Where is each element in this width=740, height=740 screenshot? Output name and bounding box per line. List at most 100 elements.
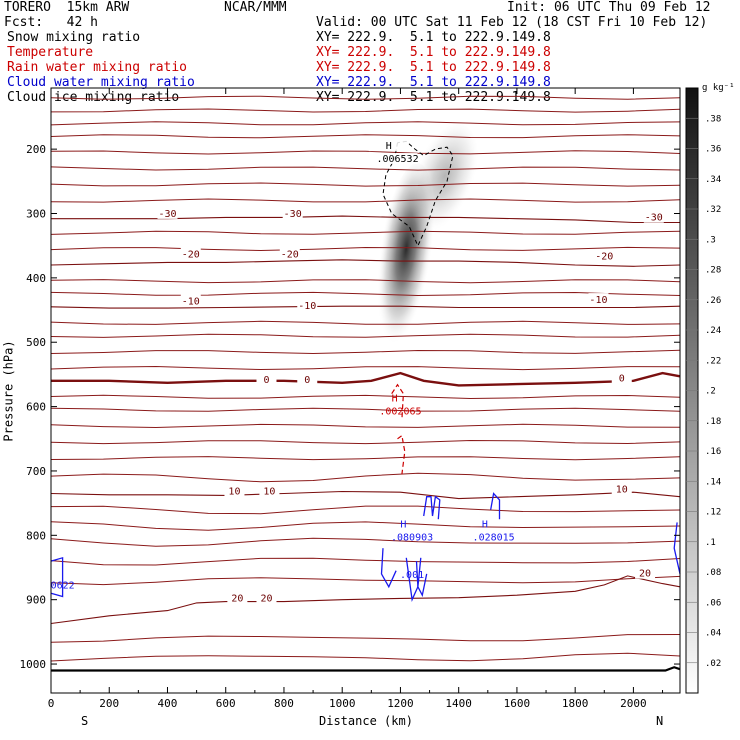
isotherm-line <box>50 652 681 662</box>
colorbar-tick-label: .26 <box>705 296 721 306</box>
isotherm-label: 10 <box>228 486 240 497</box>
cloud-water-contour <box>673 522 681 575</box>
rain-label: .002065 <box>379 406 421 417</box>
legend-rain-label: Rain water mixing ratio <box>7 60 188 75</box>
y-tick-label: 1000 <box>20 658 47 671</box>
cloud-water-label: H <box>482 520 488 531</box>
isotherm-label: -30 <box>158 209 176 220</box>
isotherm-0 <box>51 371 681 387</box>
x-tick-label: 1200 <box>387 697 414 710</box>
isotherm-label-bg <box>594 249 615 262</box>
isotherm-label: 20 <box>639 569 651 580</box>
isotherm-label: -20 <box>281 249 299 260</box>
surface-line <box>51 666 681 672</box>
isotherm-label: -20 <box>595 251 613 262</box>
legend-cloud-ice-label: Cloud ice mixing ratio <box>7 90 180 105</box>
y-axis-label: Pressure (hPa) <box>1 340 16 442</box>
isotherm-label: -20 <box>182 249 200 260</box>
snow-shading-upper <box>407 124 478 239</box>
colorbar-tick-label: .38 <box>705 114 721 124</box>
legend-rain-xy: XY= 222.9. 5.1 to 222.9.149.8 <box>316 60 551 75</box>
isotherm-line <box>50 349 681 355</box>
x-tick-label: 600 <box>216 697 236 710</box>
isotherm-line <box>50 575 681 586</box>
y-tick-label: 900 <box>26 594 46 607</box>
colorbar-tick-label: .22 <box>705 356 721 366</box>
isotherm-label: 0 <box>619 374 625 385</box>
y-tick-label: 600 <box>26 401 46 414</box>
colorbar-tick-label: .2 <box>705 387 716 397</box>
isotherm-line <box>50 182 681 187</box>
isotherm-label: 0 <box>263 375 269 386</box>
isotherm-label: 20 <box>231 594 243 605</box>
isotherm-label-bg <box>297 372 318 385</box>
cloud-water-contour <box>417 557 428 598</box>
isotherm-label: 10 <box>616 484 628 495</box>
isotherm-label-bg <box>180 247 201 260</box>
colorbar-tick-label: .06 <box>705 598 721 608</box>
colorbar-tick-label: .28 <box>705 266 721 276</box>
x-tick-label: 1600 <box>504 697 531 710</box>
x-tick-label: 2000 <box>620 697 647 710</box>
isotherm-line <box>50 320 681 325</box>
isotherm-label-bg <box>297 298 318 311</box>
y-tick-label: 700 <box>26 465 46 478</box>
isotherm-label-bg <box>611 482 632 495</box>
isotherm-line <box>50 394 681 400</box>
cloud-water-contour <box>490 492 501 520</box>
isotherm-10 <box>50 490 681 500</box>
cloud-water-label: H <box>400 520 406 531</box>
valid-time: Valid: 00 UTC Sat 11 Feb 12 (18 CST Fri … <box>316 15 708 30</box>
ice-label: .006532 <box>376 154 418 165</box>
colorbar-tick-label: .34 <box>705 175 721 185</box>
isotherm-line <box>50 150 681 155</box>
isotherm-line <box>50 230 681 235</box>
isotherm--10 <box>50 305 681 309</box>
colorbar-tick-label: .12 <box>705 508 721 518</box>
isotherm-line <box>50 121 681 126</box>
legend-temperature-xy: XY= 222.9. 5.1 to 222.9.149.8 <box>316 45 551 60</box>
ice-label-bg <box>368 140 409 152</box>
isotherm-label: -10 <box>589 295 607 306</box>
colorbar-tick-label: .3 <box>705 235 716 245</box>
cloud-ice-contour <box>382 140 454 247</box>
ice-label: H <box>386 141 392 152</box>
isotherm-20 <box>50 575 681 625</box>
isotherm-label-bg <box>259 484 280 497</box>
legend-cloud-water-xy: XY= 222.9. 5.1 to 222.9.149.8 <box>316 75 551 90</box>
legend-snow-label: Snow mixing ratio <box>7 30 141 45</box>
x-tick-label: 1800 <box>562 697 589 710</box>
center-title: NCAR/MMM <box>224 0 287 15</box>
isotherm-line <box>50 456 681 461</box>
isotherm-label: 20 <box>260 594 272 605</box>
cloud-water-label: .028015 <box>473 532 515 543</box>
colorbar-tick-label: .04 <box>705 629 721 639</box>
x-tick-label: 800 <box>274 697 294 710</box>
isotherm-line <box>50 634 681 643</box>
colorbar-tick-label: .24 <box>705 326 721 336</box>
cloud-water-contour <box>405 557 419 603</box>
isotherm--20 <box>50 259 681 267</box>
x-tick-label: 400 <box>158 697 178 710</box>
isotherm-line <box>50 279 681 284</box>
isotherm-label-bg <box>643 210 664 223</box>
isotherm-line <box>50 557 681 566</box>
cloud-water-contour <box>380 548 397 589</box>
cloud-water-label: 0622 <box>51 581 75 592</box>
rain-contour <box>391 383 405 420</box>
y-tick-label: 200 <box>26 143 46 156</box>
cloud-water-contour <box>423 495 441 520</box>
y-tick-label: 500 <box>26 336 46 349</box>
isotherm-label-bg <box>180 294 201 307</box>
colorbar-tick-label: .18 <box>705 417 721 427</box>
isotherm-line <box>50 198 681 203</box>
isotherm-label-bg <box>224 484 245 497</box>
isotherm-label: -10 <box>182 296 200 307</box>
model-title: TORERO 15km ARW <box>4 0 130 15</box>
isotherm-label-bg <box>279 247 300 260</box>
isotherm-line <box>50 407 681 412</box>
x-tick-label: 200 <box>99 697 119 710</box>
isotherm-line <box>50 365 681 371</box>
isotherm-label: 10 <box>263 486 275 497</box>
